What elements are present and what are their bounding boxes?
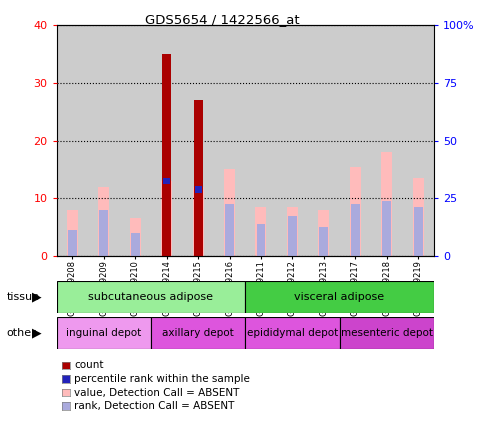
Bar (351, 204, 360, 256)
Bar (194, 100, 203, 256)
Text: inguinal depot: inguinal depot (66, 328, 141, 338)
Bar (88, 25, 119, 256)
Text: tissue: tissue (6, 292, 39, 302)
Bar (382, 201, 391, 256)
Bar (182, 25, 214, 256)
Bar (151, 25, 182, 256)
Bar (163, 178, 170, 184)
Bar (119, 25, 151, 256)
Bar (195, 186, 202, 193)
Bar (402, 25, 434, 256)
Bar (308, 25, 340, 256)
Bar (413, 178, 423, 256)
Bar (214, 25, 246, 256)
Bar (288, 216, 297, 256)
Text: percentile rank within the sample: percentile rank within the sample (74, 374, 250, 384)
Bar (340, 317, 434, 349)
Bar (151, 317, 245, 349)
Text: value, Detection Call = ABSENT: value, Detection Call = ABSENT (74, 387, 239, 398)
Bar (100, 210, 108, 256)
Text: epididymal depot: epididymal depot (247, 328, 338, 338)
Text: rank, Detection Call = ABSENT: rank, Detection Call = ABSENT (74, 401, 234, 411)
Text: count: count (74, 360, 104, 371)
Bar (318, 210, 329, 256)
Bar (414, 207, 423, 256)
Bar (255, 207, 267, 256)
Bar (130, 218, 141, 256)
Bar (57, 25, 88, 256)
Bar (340, 25, 371, 256)
Bar (161, 181, 172, 256)
Bar (57, 281, 245, 313)
Bar (224, 170, 235, 256)
Bar (67, 210, 78, 256)
Bar (277, 25, 308, 256)
Bar (245, 25, 277, 256)
Text: GDS5654 / 1422566_at: GDS5654 / 1422566_at (144, 13, 299, 26)
Bar (131, 233, 140, 256)
Bar (245, 317, 340, 349)
Bar (319, 227, 328, 256)
Bar (256, 224, 265, 256)
Bar (381, 152, 392, 256)
Bar (225, 204, 234, 256)
Text: ▶: ▶ (32, 291, 42, 304)
Bar (193, 187, 204, 256)
Bar (287, 207, 298, 256)
Text: axillary depot: axillary depot (162, 328, 234, 338)
Bar (57, 317, 151, 349)
Bar (245, 281, 434, 313)
Bar (98, 187, 109, 256)
Text: mesenteric depot: mesenteric depot (341, 328, 433, 338)
Text: subcutaneous adipose: subcutaneous adipose (88, 292, 213, 302)
Bar (350, 167, 361, 256)
Bar (68, 230, 77, 256)
Text: ▶: ▶ (32, 327, 42, 340)
Bar (162, 54, 171, 256)
Text: other: other (6, 328, 36, 338)
Bar (371, 25, 402, 256)
Text: visceral adipose: visceral adipose (294, 292, 385, 302)
